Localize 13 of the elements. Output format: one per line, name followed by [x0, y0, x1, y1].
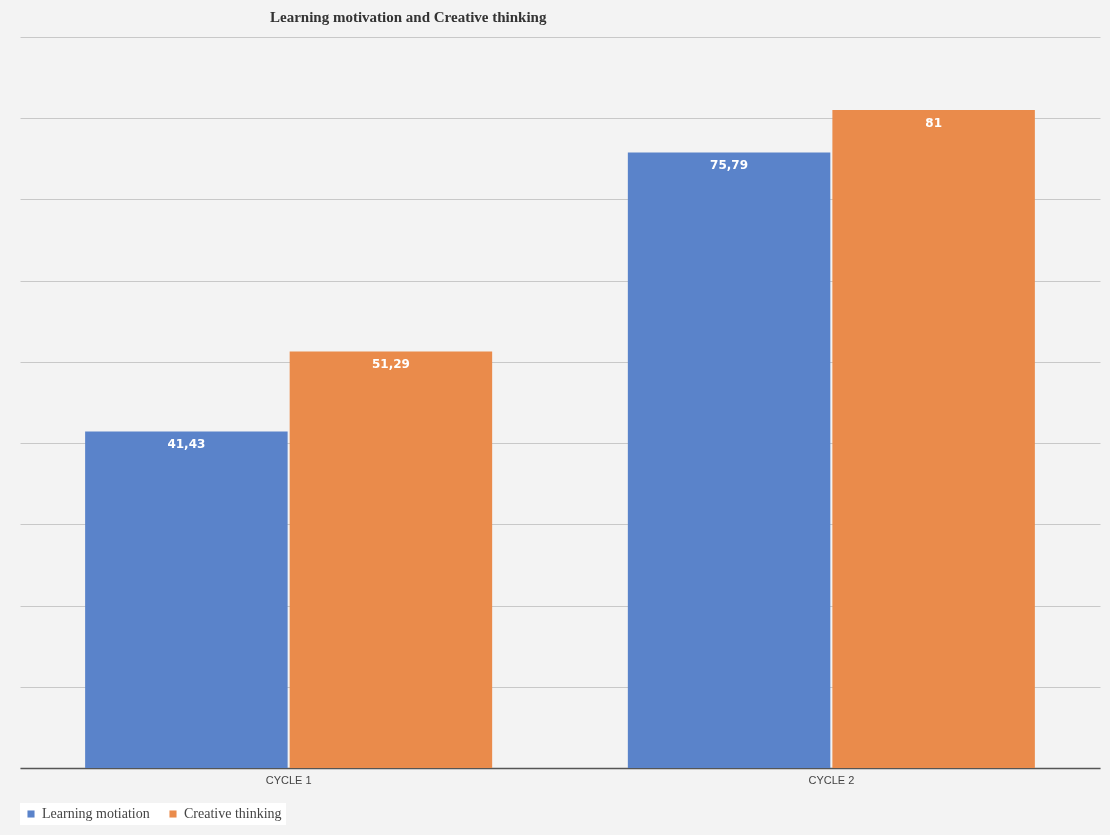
bar: [627, 152, 831, 768]
x-tick-label: CYCLE 1: [265, 773, 312, 786]
bar: [289, 351, 493, 768]
x-tick-label: CYCLE 2: [808, 773, 855, 786]
data-label: 51,29: [371, 357, 410, 372]
data-label: 75,79: [710, 158, 749, 173]
legend-label: Learning motiation: [42, 806, 150, 821]
data-label: 81: [925, 116, 942, 131]
bar: [85, 431, 288, 768]
chart-title: Learning motivation and Creative thinking: [270, 9, 547, 25]
legend-label: Creative thinking: [184, 806, 282, 821]
bar: [832, 110, 1035, 768]
data-label: 41,43: [167, 437, 206, 452]
